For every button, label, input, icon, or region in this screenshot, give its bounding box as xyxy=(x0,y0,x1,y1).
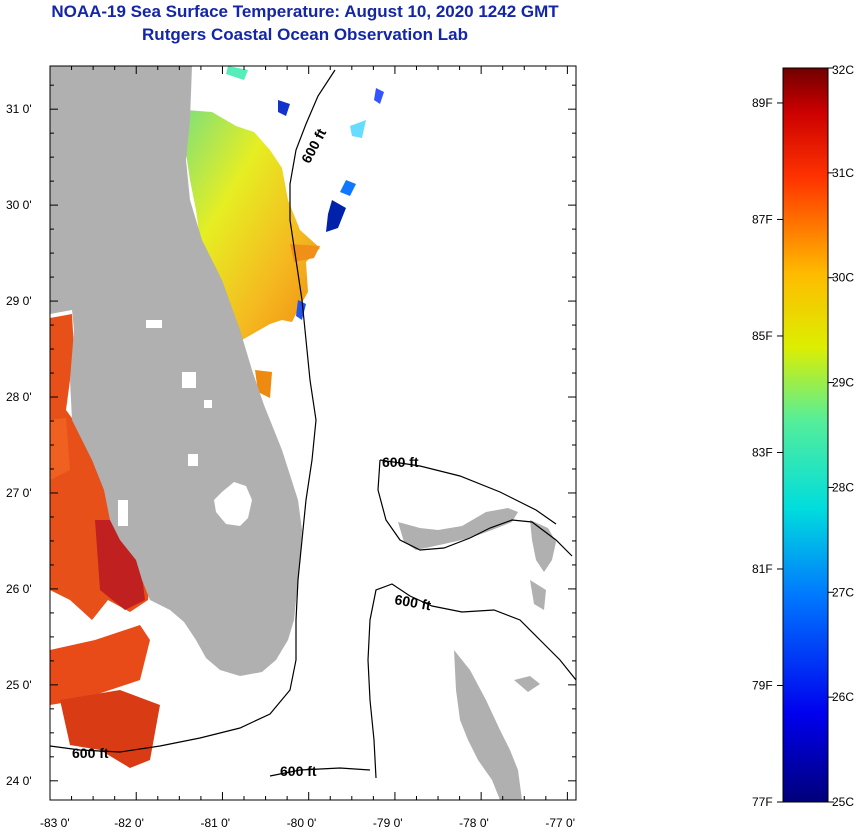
x-tick-label: -81 0' xyxy=(200,816,230,830)
x-tick-label: -80 0' xyxy=(287,816,317,830)
colorbar-celsius-label: 28C xyxy=(832,480,854,494)
colorbar-fahrenheit-label: 79F xyxy=(752,678,773,692)
lake-okeechobee xyxy=(214,482,252,526)
y-tick-label: 27 0' xyxy=(6,486,32,500)
colorbar-celsius-label: 31C xyxy=(832,166,854,180)
x-tick-label: -79 0' xyxy=(373,816,403,830)
contour-label: 600 ft xyxy=(382,454,419,470)
colorbar-fahrenheit-label: 83F xyxy=(752,445,773,459)
colorbar xyxy=(782,67,829,803)
y-axis: 31 0' 30 0' 29 0' 28 0' 27 0' 26 0' 25 0' 24 0' xyxy=(6,84,576,788)
x-tick-label: -82 0' xyxy=(114,816,144,830)
colorbar-fahrenheit-label: 87F xyxy=(752,212,773,226)
y-tick-label: 26 0' xyxy=(6,582,32,596)
contour-label: 600 ft xyxy=(72,745,109,761)
contour-label: 600 ft xyxy=(393,591,432,613)
y-tick-label: 24 0' xyxy=(6,774,32,788)
y-tick-label: 31 0' xyxy=(6,102,32,116)
map-title: NOAA-19 Sea Surface Temperature: August … xyxy=(51,2,559,21)
colorbar-celsius-label: 26C xyxy=(832,690,854,704)
y-tick-label: 30 0' xyxy=(6,198,32,212)
bahamas-land xyxy=(398,508,556,800)
y-tick-label: 28 0' xyxy=(6,390,32,404)
colorbar-fahrenheit-label: 85F xyxy=(752,329,773,343)
colorbar-fahrenheit-label: 81F xyxy=(752,562,773,576)
colorbar-fahrenheit-label: 89F xyxy=(752,96,773,110)
x-tick-label: -78 0' xyxy=(459,816,489,830)
colorbar-celsius-label: 30C xyxy=(832,271,854,285)
inland-cloud-patches xyxy=(118,320,212,526)
y-tick-label: 29 0' xyxy=(6,294,32,308)
colorbar-fahrenheit-label: 77F xyxy=(752,795,773,809)
colorbar-celsius-label: 27C xyxy=(832,585,854,599)
colorbar-celsius-label: 32C xyxy=(832,63,854,77)
colorbar-celsius-label: 25C xyxy=(832,795,854,809)
colorbar-celsius-label: 29C xyxy=(832,376,854,390)
contour-label: 600 ft xyxy=(280,763,317,779)
x-axis: -83 0' -82 0' -81 0' -80 0' -79 0' -78 0' -77 … xyxy=(40,66,575,830)
y-tick-label: 25 0' xyxy=(6,678,32,692)
x-tick-label: -77 0' xyxy=(545,816,575,830)
depth-contours-600ft xyxy=(50,69,576,779)
x-tick-label: -83 0' xyxy=(40,816,70,830)
map-subtitle: Rutgers Coastal Ocean Observation Lab xyxy=(142,25,468,44)
colorbar-labels: 32C 31C 30C 29C 28C 27C 26C 25C 89F 87F 85F 83F 81F 7… xyxy=(752,63,854,809)
map-border xyxy=(49,65,577,801)
